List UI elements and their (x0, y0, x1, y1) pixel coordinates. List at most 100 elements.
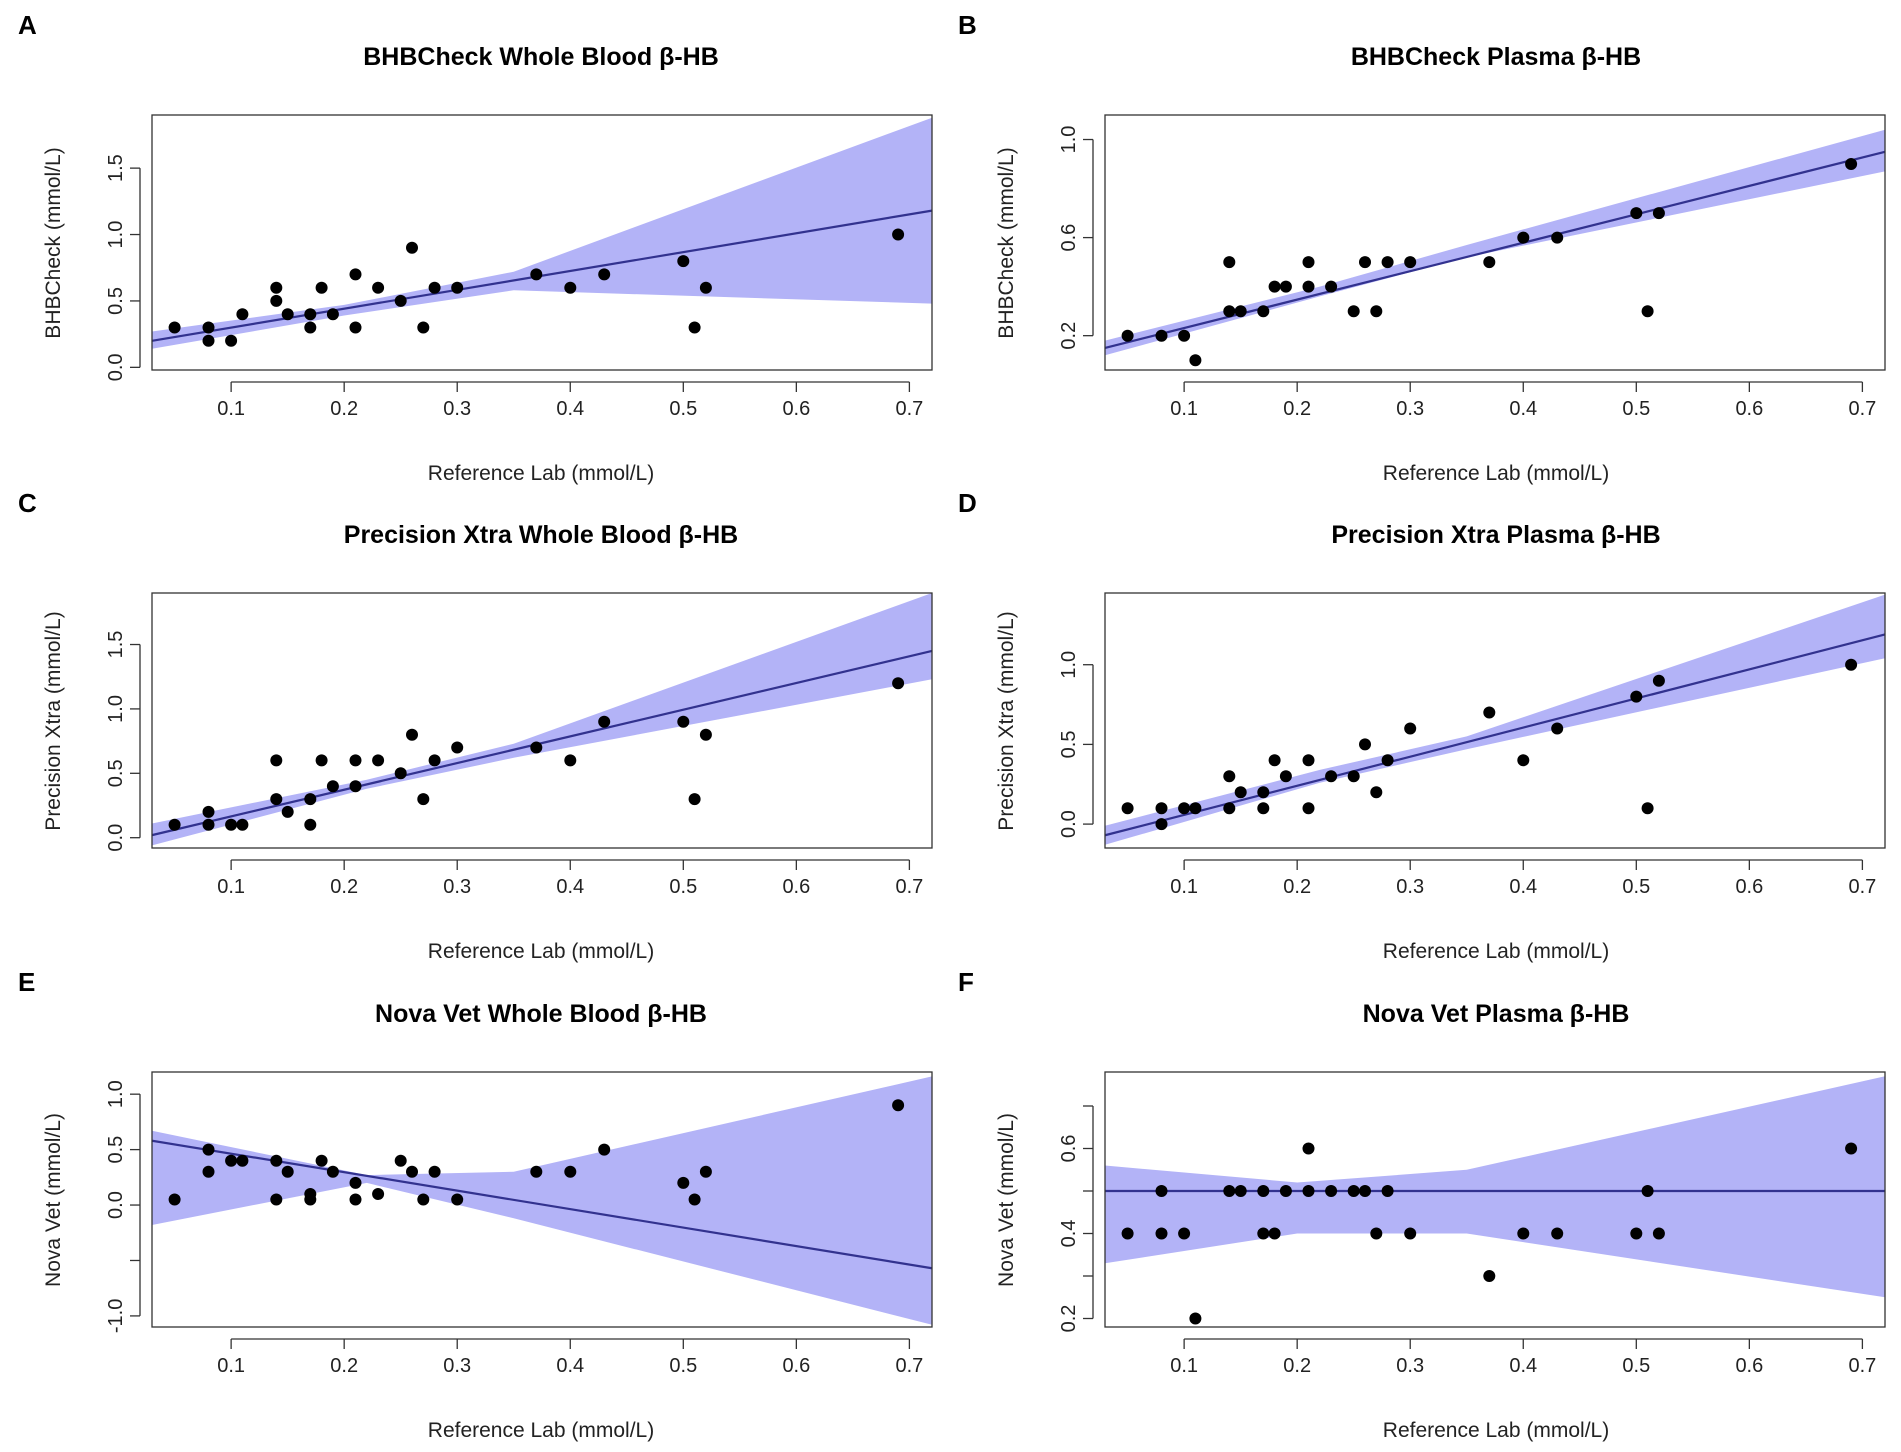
x-tick-label: 0.7 (1848, 1355, 1876, 1377)
data-point (1652, 674, 1665, 687)
y-tick-label: 0.0 (1058, 810, 1080, 838)
data-point (1370, 786, 1383, 799)
data-point (1359, 1185, 1371, 1197)
data-point (372, 1188, 385, 1200)
x-tick-label: 0.2 (1283, 398, 1311, 420)
data-point (1268, 754, 1281, 767)
data-point (1155, 1227, 1168, 1240)
confidence-band (1105, 1076, 1885, 1298)
data-point (270, 793, 283, 806)
data-point (270, 754, 283, 767)
data-point (1302, 1185, 1315, 1197)
y-axis-label: BHBCheck (mmol/L) (42, 147, 65, 338)
x-tick-label: 0.6 (782, 876, 810, 898)
x-tick-label: 0.1 (217, 1355, 245, 1377)
x-axis-label: Reference Lab (mmol/L) (428, 940, 654, 963)
data-point (225, 818, 238, 831)
y-tick-label: 1.0 (105, 695, 127, 723)
data-point (1234, 1185, 1247, 1197)
data-point (225, 1154, 238, 1167)
data-point (699, 728, 712, 741)
x-tick-label: 0.7 (895, 876, 923, 898)
data-point (315, 281, 328, 294)
data-point (530, 1165, 543, 1178)
data-point (564, 281, 577, 294)
data-point (1404, 1227, 1417, 1240)
x-tick-label: 0.5 (1622, 876, 1650, 898)
data-point (1652, 1227, 1665, 1240)
data-point (598, 1143, 611, 1156)
data-point (1302, 754, 1315, 767)
x-axis-label: Reference Lab (mmol/L) (1383, 462, 1609, 485)
panel-c: C Precision Xtra Whole Blood β-HB 0.1 0.2… (18, 488, 933, 963)
data-point (1483, 706, 1496, 719)
y-tick-label: 0.5 (1058, 731, 1080, 759)
data-point (349, 1176, 362, 1189)
data-point (1189, 802, 1202, 815)
data-point (326, 308, 339, 321)
data-point (1302, 280, 1315, 293)
data-point (1325, 1185, 1338, 1197)
x-tick-label: 0.7 (1848, 398, 1876, 420)
data-point (451, 741, 464, 754)
confidence-band (1105, 594, 1885, 845)
plot-frame (151, 114, 933, 371)
data-point (1359, 738, 1371, 751)
data-point (1517, 231, 1530, 244)
y-axis-label: Precision Xtra (mmol/L) (42, 611, 65, 830)
panel-letter: E (18, 967, 35, 997)
data-point (892, 677, 905, 690)
data-point (1630, 1227, 1643, 1240)
data-point (1223, 802, 1236, 815)
data-point (1257, 305, 1270, 318)
data-point (1347, 770, 1360, 783)
data-point (1630, 207, 1643, 220)
data-point (236, 308, 249, 321)
data-point (1347, 305, 1360, 318)
x-tick-label: 0.2 (330, 876, 358, 898)
x-tick-label: 0.6 (1735, 398, 1763, 420)
data-point (281, 1165, 294, 1178)
plot-frame (1104, 1071, 1886, 1328)
data-point (1630, 690, 1643, 703)
panel-a: A BHBCheck Whole Blood β-HB 0.1 0.2 0.3 0.4… (18, 10, 933, 485)
data-point (598, 715, 611, 728)
y-tick-label: 1.5 (105, 154, 127, 182)
x-tick-label: 0.6 (1735, 876, 1763, 898)
panel-f: F Nova Vet Plasma β-HB 0.1 0.2 0.3 0.4 0.5 0.… (958, 967, 1886, 1442)
data-point (1155, 329, 1168, 342)
data-point (1189, 1312, 1202, 1325)
data-point (564, 1165, 577, 1178)
plot-area: 0.1 0.2 0.3 0.4 0.5 0.6 0.7 0.2 0.4 0.6 (1058, 1071, 1886, 1377)
data-point (677, 1176, 690, 1189)
x-tick-label: 0.1 (1170, 1355, 1198, 1377)
x-tick-label: 0.3 (443, 876, 471, 898)
data-point (1279, 770, 1292, 783)
data-point (1268, 1227, 1281, 1240)
data-point (406, 728, 418, 741)
panel-e: E Nova Vet Whole Blood β-HB 0.1 0.2 0.3 0.4… (18, 967, 933, 1442)
panel-letter: F (958, 967, 974, 997)
data-point (168, 1193, 181, 1206)
data-point (202, 321, 215, 334)
chart-title: BHBCheck Whole Blood β-HB (363, 43, 719, 71)
plot-area: 0.1 0.2 0.3 0.4 0.5 0.6 0.7 0.0 0.5 1.0 1.5 (105, 114, 933, 420)
panel-letter: C (18, 488, 37, 518)
x-tick-label: 0.4 (556, 876, 584, 898)
data-point (1155, 818, 1168, 831)
data-point (304, 308, 317, 321)
x-axis-label: Reference Lab (mmol/L) (428, 462, 654, 485)
x-tick-label: 0.7 (1848, 876, 1876, 898)
data-point (1302, 802, 1315, 815)
plot-area: 0.1 0.2 0.3 0.4 0.5 0.6 0.7 0.0 0.5 1.0 (1058, 592, 1886, 898)
data-point (1178, 802, 1191, 815)
data-point (270, 1154, 283, 1167)
x-tick-label: 0.5 (669, 398, 697, 420)
x-tick-label: 0.4 (1509, 876, 1537, 898)
regression-line (151, 649, 933, 837)
data-point (168, 818, 181, 831)
panel-letter: D (958, 488, 977, 518)
data-point (394, 1154, 407, 1167)
y-tick-label: 1.5 (105, 631, 127, 659)
data-point (1302, 1142, 1315, 1155)
